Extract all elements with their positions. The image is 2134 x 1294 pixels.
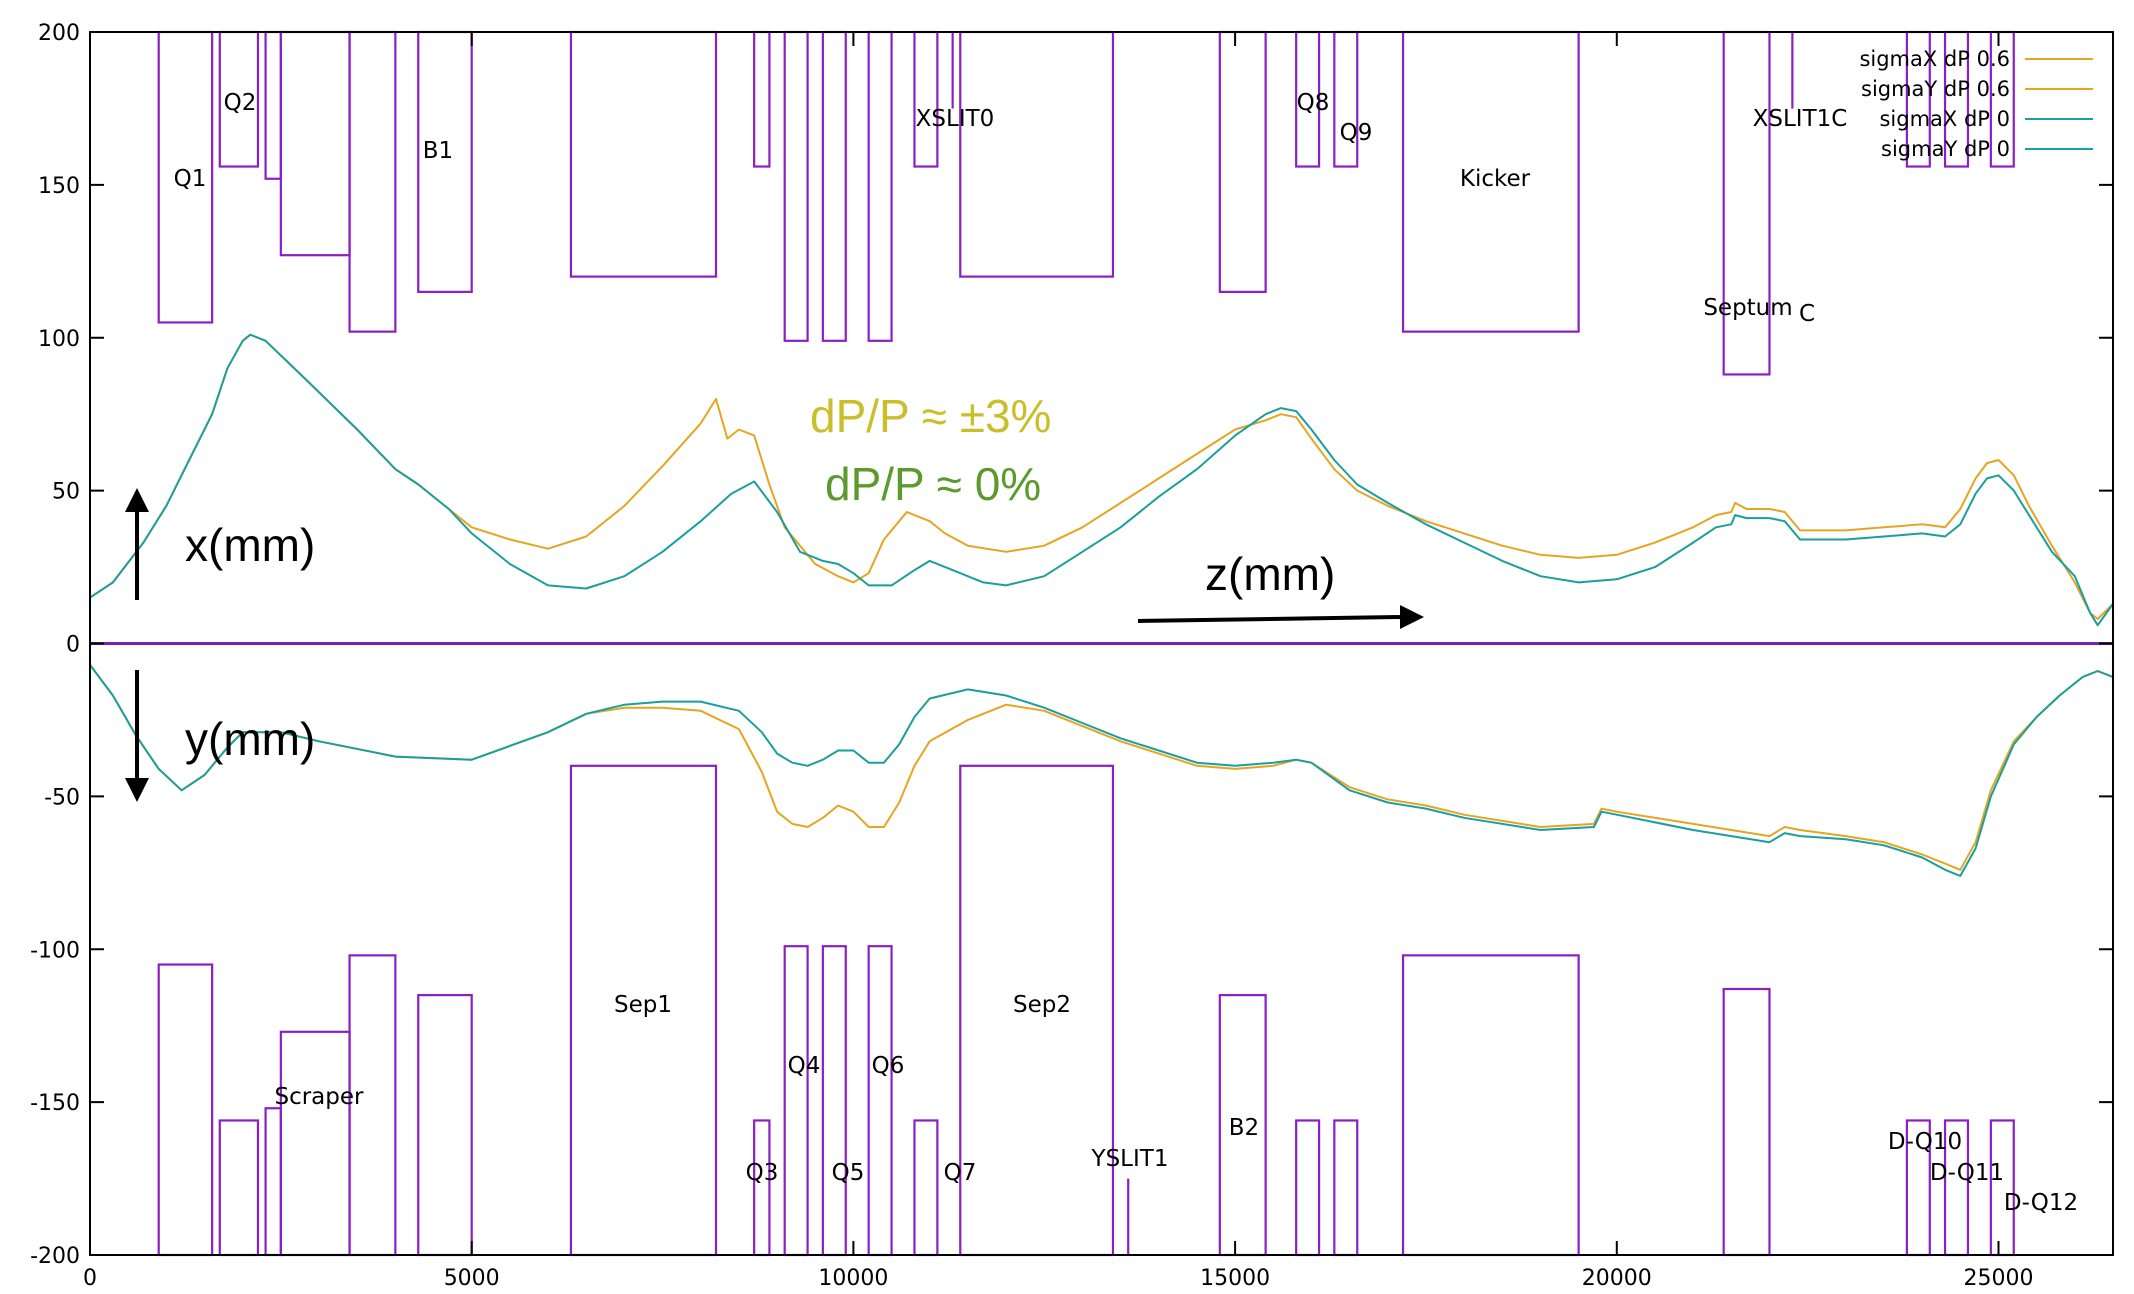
element-label-q5: Q5 xyxy=(832,1160,865,1186)
element-label-septum: Septum xyxy=(1703,295,1792,321)
element-labels: Q1 Q2 B1 XSLIT0 Q8 Q9 Kicker XSLIT1C Scraper Sep1… xyxy=(174,90,2078,1216)
aperture-x-segment-3 xyxy=(279,30,351,257)
aperture-y-q2 xyxy=(218,1119,260,1257)
y-tick-label: 100 xyxy=(38,327,80,352)
y-tick-label: 50 xyxy=(52,480,80,505)
x-tick-label: 25000 xyxy=(1963,1266,2033,1291)
element-label-q6: Q6 xyxy=(872,1053,905,1079)
annotation-x-axis-label: x(mm) xyxy=(185,519,315,571)
series-line-sigmay-dp-0-6 xyxy=(89,664,2114,871)
y-tick-label: -100 xyxy=(30,938,80,963)
element-label-b2: B2 xyxy=(1229,1115,1259,1141)
x-tick-label: 0 xyxy=(83,1266,97,1291)
element-label-q9: Q9 xyxy=(1340,120,1373,146)
aperture-x-scraper xyxy=(264,30,282,180)
element-label-q7: Q7 xyxy=(944,1160,977,1186)
element-label-yslit1: YSLIT1 xyxy=(1091,1146,1169,1172)
aperture-x-sep1 xyxy=(569,30,718,278)
aperture-y-q5 xyxy=(821,945,847,1257)
aperture-x-q5 xyxy=(821,30,847,342)
aperture-x-q7 xyxy=(913,30,939,168)
element-label-d-q12: D-Q12 xyxy=(2004,1190,2078,1216)
aperture-x-septum xyxy=(1722,30,1771,376)
aperture-x-q4 xyxy=(783,30,809,342)
beam-envelope-series xyxy=(89,333,2114,877)
legend-label: sigmaX dP 0.6 xyxy=(1859,47,2010,71)
element-label-d-q11: D-Q11 xyxy=(1930,1160,2004,1186)
aperture-y-q8 xyxy=(1295,1119,1321,1257)
aperture-x-q3 xyxy=(753,30,771,168)
y-tick-label: -150 xyxy=(30,1091,80,1116)
aperture-y-q3 xyxy=(753,1119,771,1257)
element-label-sep2: Sep2 xyxy=(1013,992,1071,1018)
aperture-y-q1 xyxy=(157,963,214,1257)
annotation-dp-3pct: dP/P ≈ ±3% xyxy=(810,390,1051,442)
aperture-y-kicker xyxy=(1401,954,1580,1257)
magnet-apertures xyxy=(90,30,2113,1257)
legend-label: sigmaX dP 0 xyxy=(1879,107,2010,131)
y-tick-label: 150 xyxy=(38,174,80,199)
element-label-q3: Q3 xyxy=(746,1160,779,1186)
element-label-q8: Q8 xyxy=(1297,90,1330,116)
aperture-x-segment-4 xyxy=(348,30,397,333)
x-tick-label: 10000 xyxy=(818,1266,888,1291)
legend-label: sigmaY dP 0 xyxy=(1881,137,2010,161)
series-line-sigmax-dp-0-6 xyxy=(89,333,2114,620)
element-label-d-q10: D-Q10 xyxy=(1888,1129,1962,1155)
aperture-y-d-q12 xyxy=(1989,1119,2015,1257)
annotation-dp-0pct: dP/P ≈ 0% xyxy=(825,458,1041,510)
y-tick-label: -200 xyxy=(30,1244,80,1269)
aperture-y-q9 xyxy=(1333,1119,1359,1257)
aperture-x-b2 xyxy=(1218,30,1267,293)
series-line-sigmax-dp-0 xyxy=(89,333,2114,627)
legend-label: sigmaY dP 0.6 xyxy=(1861,77,2010,101)
y-tick-label: 0 xyxy=(66,633,80,658)
element-label-b1: B1 xyxy=(423,138,453,164)
aperture-x-q9 xyxy=(1333,30,1359,168)
element-label-kicker: Kicker xyxy=(1460,166,1531,192)
y-tick-label: -50 xyxy=(44,785,80,810)
aperture-y-q7 xyxy=(913,1119,939,1257)
aperture-y-q4 xyxy=(783,945,809,1257)
series-line-sigmay-dp-0 xyxy=(89,664,2114,877)
x-tick-label: 15000 xyxy=(1200,1266,1270,1291)
aperture-x-sep2 xyxy=(959,30,1115,278)
annotation-z-axis-label: z(mm) xyxy=(1205,548,1335,600)
element-label-q2: Q2 xyxy=(224,90,257,116)
x-tick-label: 20000 xyxy=(1582,1266,1652,1291)
element-label-xslit1c: XSLIT1C xyxy=(1753,106,1848,132)
aperture-y-septum xyxy=(1722,987,1771,1257)
element-label-q4: Q4 xyxy=(788,1053,821,1079)
aperture-y-scraper xyxy=(264,1107,282,1257)
element-label-sep1: Sep1 xyxy=(614,992,672,1018)
arrow-y-down xyxy=(125,670,149,802)
element-label-septum-subscript: C xyxy=(1799,301,1815,327)
element-label-scraper: Scraper xyxy=(274,1084,364,1110)
aperture-y-q6 xyxy=(867,945,893,1257)
arrow-x-up xyxy=(125,488,149,600)
x-tick-label: 5000 xyxy=(444,1266,500,1291)
legend: sigmaX dP 0.6 sigmaY dP 0.6 sigmaX dP 0 sig… xyxy=(1859,47,2093,161)
element-label-q1: Q1 xyxy=(174,166,207,192)
aperture-y-b1 xyxy=(417,994,473,1257)
aperture-y-segment-3 xyxy=(279,1030,351,1257)
element-label-xslit0: XSLIT0 xyxy=(916,106,995,132)
annotation-y-axis-label: y(mm) xyxy=(185,713,315,765)
y-tick-label: 200 xyxy=(38,21,80,46)
arrow-z-right xyxy=(1137,605,1424,629)
aperture-x-q6 xyxy=(867,30,893,342)
